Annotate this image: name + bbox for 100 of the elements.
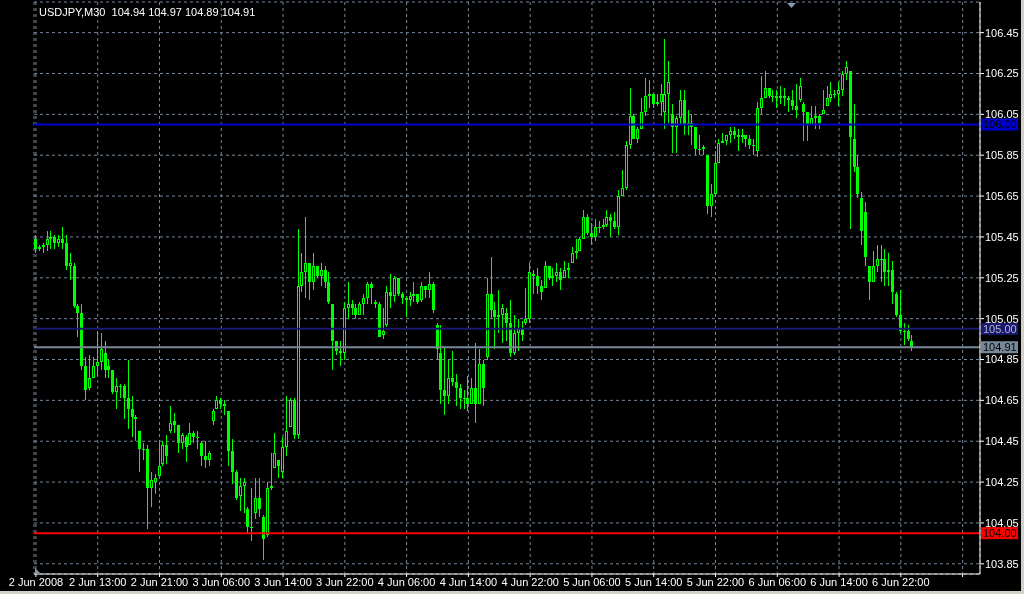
y-tick-label: 104.25 (985, 475, 1019, 488)
candlestick (505, 307, 508, 342)
candlestick (737, 128, 740, 152)
candlestick (474, 342, 477, 424)
candlestick (544, 260, 547, 289)
candlestick (420, 281, 423, 303)
y-tick-label: 104.05 (985, 516, 1019, 529)
x-tick-label: 4 Jun 06:00 (377, 575, 436, 588)
candlestick (679, 89, 682, 126)
y-tick-label: 105.05 (985, 312, 1019, 325)
candlestick (555, 262, 558, 283)
candlestick (123, 383, 126, 420)
x-tick-label: 3 Jun 22:00 (316, 575, 374, 588)
candlestick (880, 244, 883, 283)
y-tick-label: 105.65 (985, 189, 1019, 202)
candlestick (829, 81, 832, 103)
candlestick (799, 77, 802, 103)
candlestick (497, 289, 500, 334)
candlestick (501, 303, 504, 344)
x-tick-label: 2 Jun 2008 (8, 575, 64, 588)
candlestick (223, 399, 226, 416)
candlestick (895, 291, 898, 318)
x-tick-label: 2 Jun 13:00 (68, 575, 127, 588)
x-tick-label: 3 Jun 14:00 (254, 575, 312, 588)
candlestick (308, 262, 311, 301)
candlestick (648, 79, 651, 109)
candlestick (366, 281, 369, 305)
candlestick (822, 89, 825, 115)
candlestick (806, 111, 809, 142)
y-tick-label: 106.25 (985, 67, 1019, 80)
candlestick (841, 70, 844, 97)
candlestick (65, 234, 68, 271)
candlestick (393, 275, 396, 303)
candlestick (559, 267, 562, 291)
candlestick (270, 452, 273, 491)
candlestick (764, 70, 767, 99)
candlestick (459, 383, 462, 410)
candlestick (304, 216, 307, 299)
candlestick (513, 314, 516, 356)
candlestick (466, 375, 469, 412)
candlestick (196, 430, 199, 450)
candlestick (814, 105, 817, 130)
candlestick (644, 77, 647, 117)
x-tick-label: 6 Jun 14:00 (810, 575, 868, 588)
y-tick-label: 104.85 (985, 353, 1019, 366)
x-tick-label: 4 Jun 22:00 (501, 575, 559, 588)
candlestick (582, 209, 585, 240)
candlestick (96, 330, 99, 377)
candlestick (586, 213, 589, 236)
ref-line-label: 105.00 (983, 322, 1017, 335)
candlestick (204, 440, 207, 469)
candlestick (791, 89, 794, 111)
x-tick-label: 6 Jun 22:00 (872, 575, 930, 588)
candlestick (891, 260, 894, 305)
candlestick (154, 473, 157, 495)
y-tick-label: 106.45 (985, 26, 1019, 39)
candlestick (312, 252, 315, 291)
y-tick-label: 104.45 (985, 435, 1019, 448)
candlestick (131, 395, 134, 438)
candlestick (34, 234, 37, 254)
candlestick (660, 83, 663, 117)
candlestick (536, 267, 539, 295)
y-tick-label: 103.85 (985, 557, 1019, 570)
x-tick-label: 3 Jun 06:00 (192, 575, 251, 588)
candlestick (405, 295, 408, 318)
candlestick (111, 369, 114, 395)
x-tick-label: 2 Jun 21:00 (130, 575, 189, 588)
candlestick (795, 83, 798, 119)
candlestick (231, 438, 234, 485)
candlestick (49, 230, 52, 250)
candlestick (138, 430, 141, 473)
candlestick (760, 75, 763, 115)
candlestick (594, 218, 597, 242)
candlestick (104, 340, 107, 379)
candlestick (61, 226, 64, 250)
x-tick-label: 5 Jun 14:00 (624, 575, 683, 588)
candlestick (621, 169, 624, 197)
candlestick (698, 134, 701, 156)
candlestick (177, 424, 180, 454)
candlestick (200, 440, 203, 467)
candlestick (119, 383, 122, 399)
candlestick (455, 373, 458, 407)
candlestick (320, 262, 323, 287)
candlestick (640, 97, 643, 130)
candlestick (46, 230, 49, 252)
x-tick-label: 5 Jun 06:00 (563, 575, 621, 588)
candlestick (775, 89, 778, 109)
candlestick (370, 281, 373, 305)
candlestick (281, 436, 284, 479)
candlestick (250, 487, 253, 542)
candlestick (470, 377, 473, 405)
candlestick (868, 265, 871, 301)
candlestick (127, 359, 130, 430)
candlestick (903, 322, 906, 346)
candlestick (92, 356, 95, 379)
candlestick (165, 434, 168, 465)
candlestick (254, 477, 257, 520)
y-tick-label: 105.85 (985, 149, 1019, 162)
candlestick (443, 346, 446, 416)
candlestick (779, 85, 782, 105)
